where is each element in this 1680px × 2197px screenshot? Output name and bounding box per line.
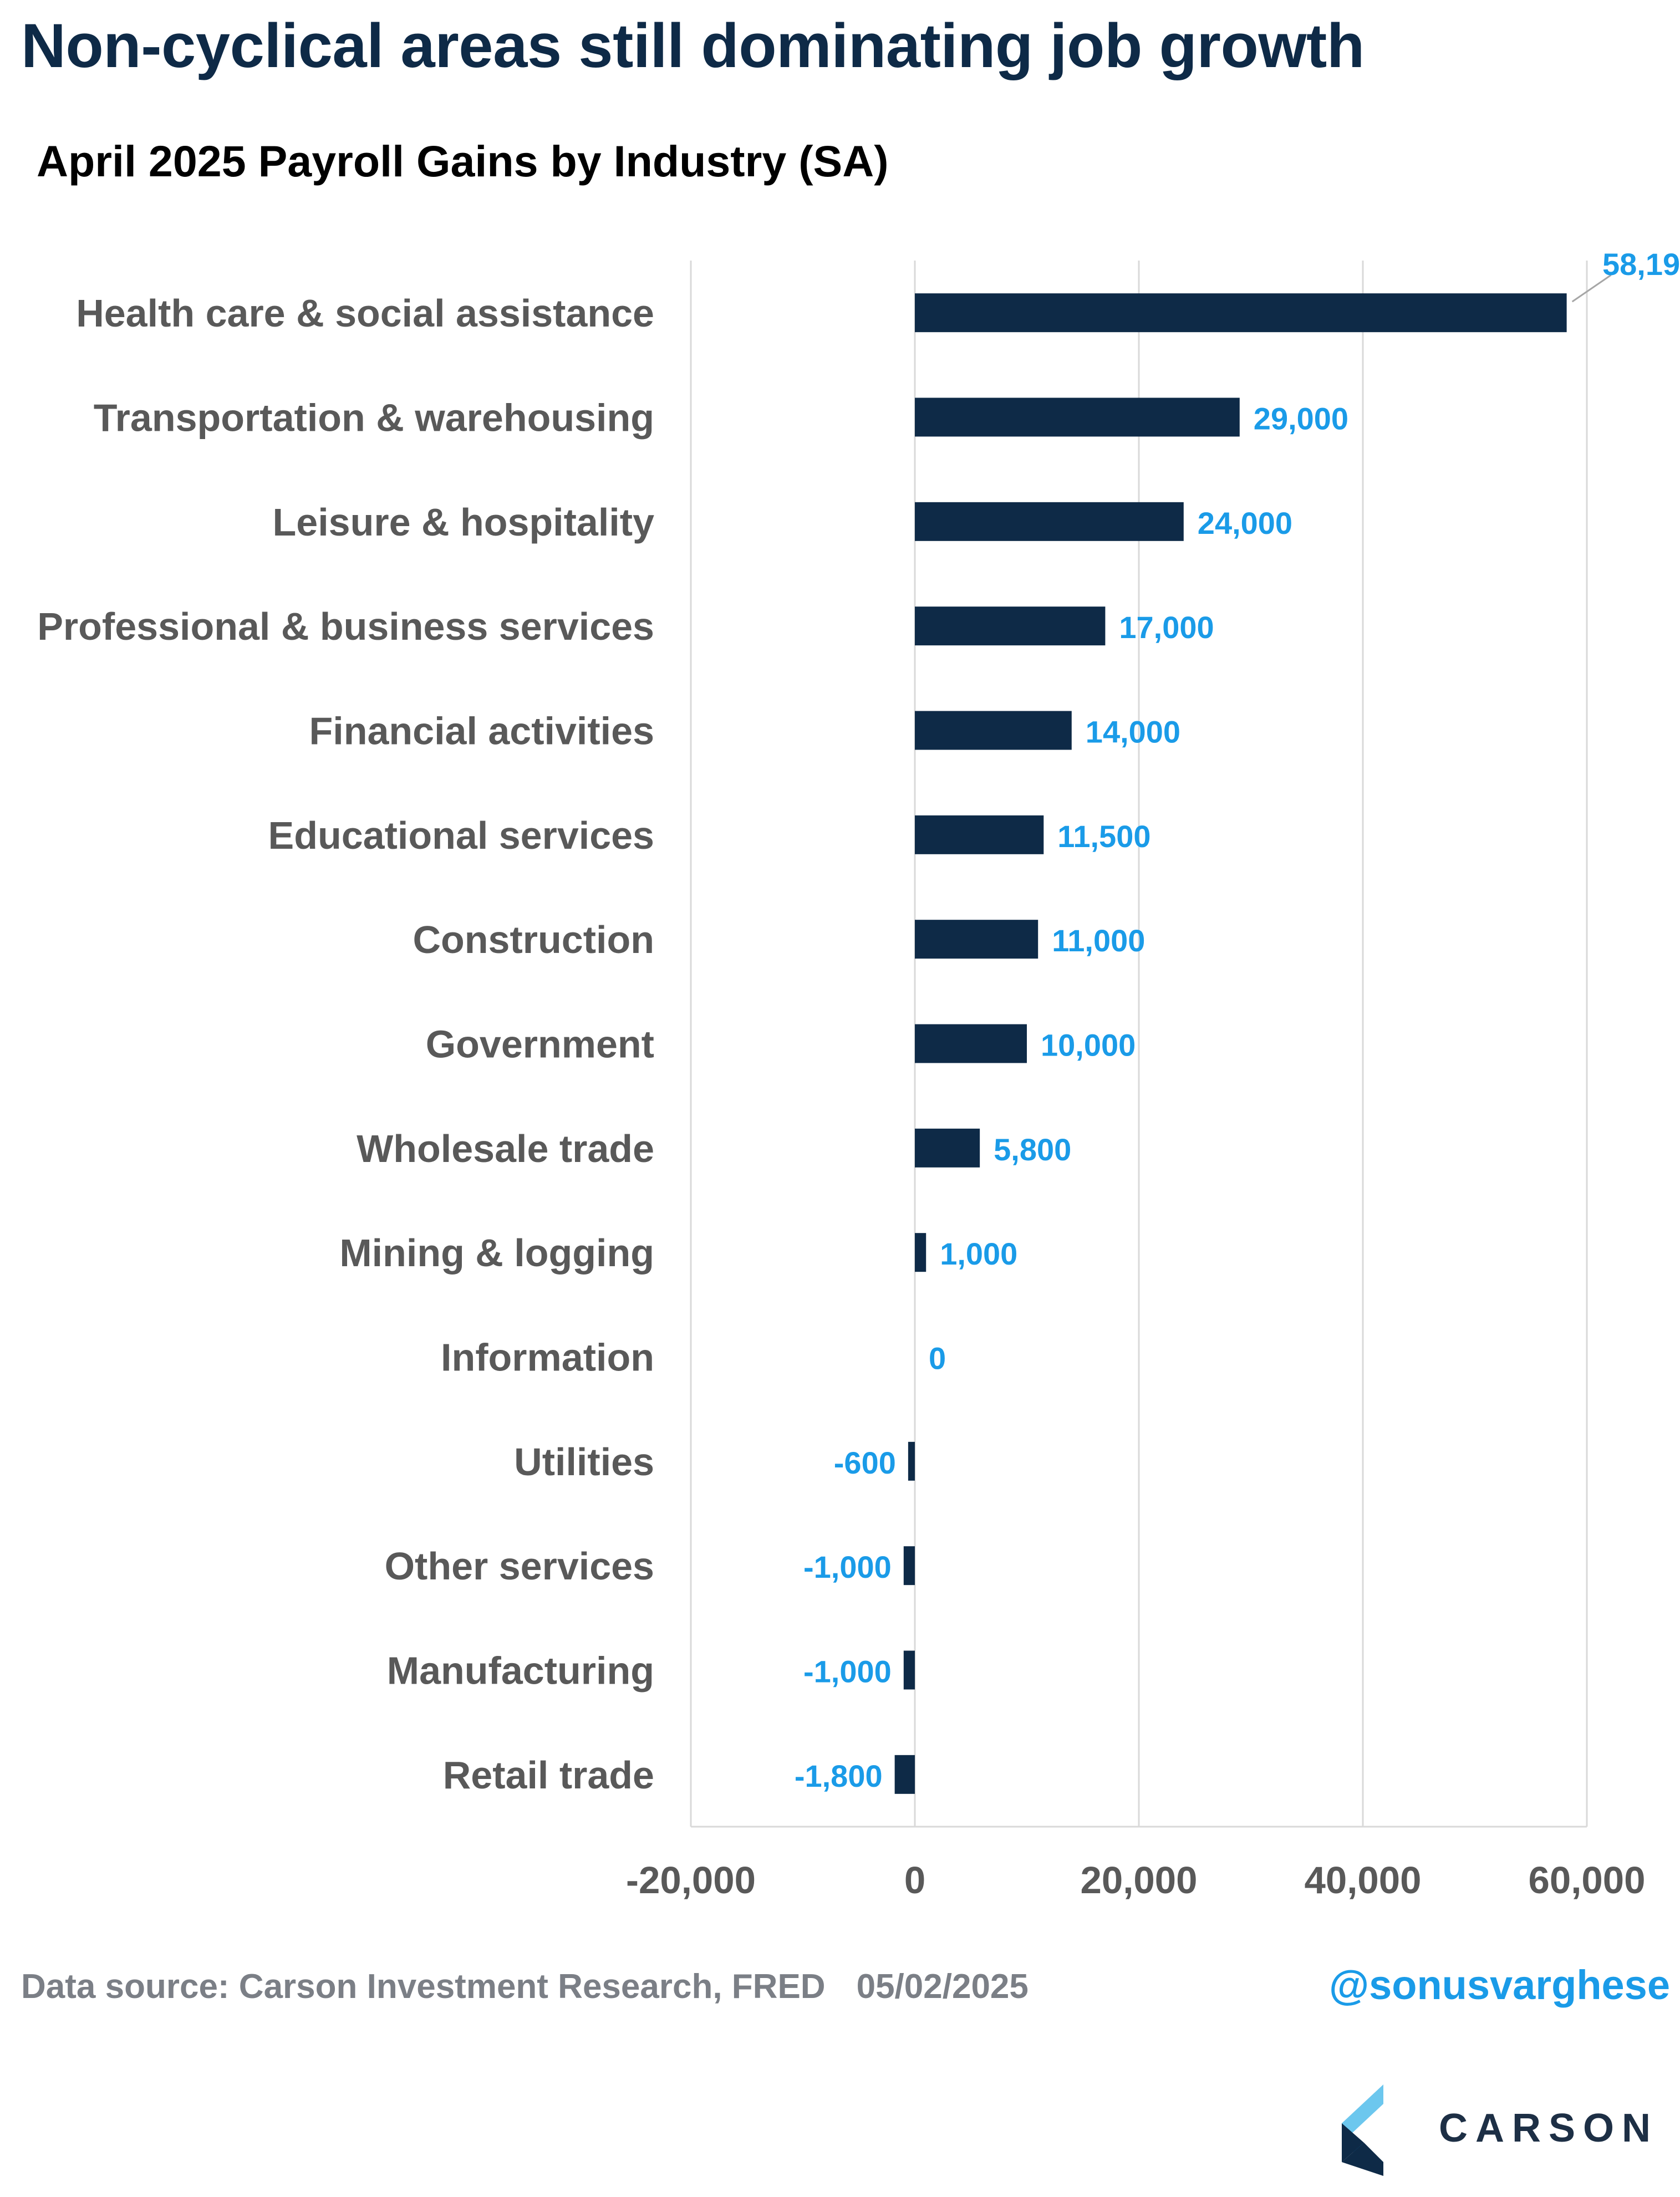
- category-label: Construction: [413, 918, 654, 961]
- category-label: Health care & social assistance: [76, 292, 654, 335]
- category-label: Educational services: [268, 814, 654, 857]
- leader-line: [1571, 274, 1612, 303]
- category-label: Government: [426, 1023, 654, 1066]
- x-tick-label: -20,000: [626, 1859, 756, 1902]
- category-label: Leisure & hospitality: [273, 501, 655, 544]
- category-label: Manufacturing: [387, 1649, 654, 1693]
- bar: [915, 920, 1038, 959]
- x-tick-label: 20,000: [1080, 1859, 1197, 1902]
- chart-title: Non-cyclical areas still dominating job …: [21, 11, 1365, 80]
- carson-logo-text: CARSON: [1439, 2106, 1659, 2150]
- bar: [915, 397, 1240, 437]
- bar: [908, 1441, 915, 1481]
- carson-chevron-logo-icon: [1342, 2084, 1383, 2176]
- data-label: 11,000: [1052, 923, 1145, 958]
- bar: [903, 1546, 915, 1586]
- bar: [915, 711, 1072, 750]
- category-label: Other services: [385, 1544, 654, 1588]
- category-label: Utilities: [514, 1440, 654, 1484]
- data-label: 5,800: [994, 1132, 1071, 1167]
- author-handle[interactable]: @sonusvarghese: [1328, 1962, 1670, 2008]
- data-source-text: Data source: Carson Investment Research,…: [21, 1967, 826, 2006]
- bar: [915, 502, 1184, 541]
- data-label: -600: [834, 1445, 896, 1480]
- bar: [915, 606, 1106, 646]
- data-label: 17,000: [1119, 610, 1214, 645]
- data-label: 0: [929, 1341, 946, 1376]
- bar: [915, 1024, 1027, 1063]
- data-label: 29,000: [1254, 401, 1348, 436]
- carson-logo: CARSON: [1342, 2084, 1674, 2176]
- category-label: Professional & business services: [37, 605, 654, 648]
- data-label: 1,000: [940, 1236, 1017, 1271]
- bar: [915, 1233, 926, 1272]
- category-label: Wholesale trade: [357, 1127, 654, 1170]
- chart-subtitle: April 2025 Payroll Gains by Industry (SA…: [37, 136, 889, 186]
- data-label: -1,000: [803, 1654, 892, 1689]
- category-label: Retail trade: [443, 1753, 654, 1797]
- x-tick-label: 0: [904, 1859, 925, 1902]
- category-label: Transportation & warehousing: [94, 396, 654, 440]
- data-label: 58,199: [1602, 247, 1680, 282]
- data-source-note: Data source: Carson Investment Research,…: [21, 1967, 1060, 2006]
- bar: [903, 1650, 915, 1690]
- data-date: 05/02/2025: [856, 1967, 1029, 2006]
- bar: [915, 1128, 980, 1168]
- data-label: -1,000: [803, 1549, 892, 1584]
- bar: [915, 293, 1567, 333]
- category-label: Mining & logging: [339, 1231, 654, 1275]
- bar: [915, 815, 1044, 854]
- data-label: -1,800: [795, 1758, 883, 1793]
- data-label: 24,000: [1198, 506, 1292, 541]
- category-label: Information: [441, 1336, 654, 1379]
- data-label: 14,000: [1086, 715, 1180, 750]
- x-tick-label: 60,000: [1528, 1859, 1645, 1902]
- category-label: Financial activities: [309, 710, 654, 753]
- bar: [894, 1755, 915, 1794]
- data-label: 11,500: [1057, 819, 1150, 854]
- bar-chart: -20,000 0 20,000 40,000 60,000 Health care & …: [37, 247, 1680, 1902]
- data-label: 10,000: [1041, 1028, 1136, 1063]
- x-tick-label: 40,000: [1304, 1859, 1421, 1902]
